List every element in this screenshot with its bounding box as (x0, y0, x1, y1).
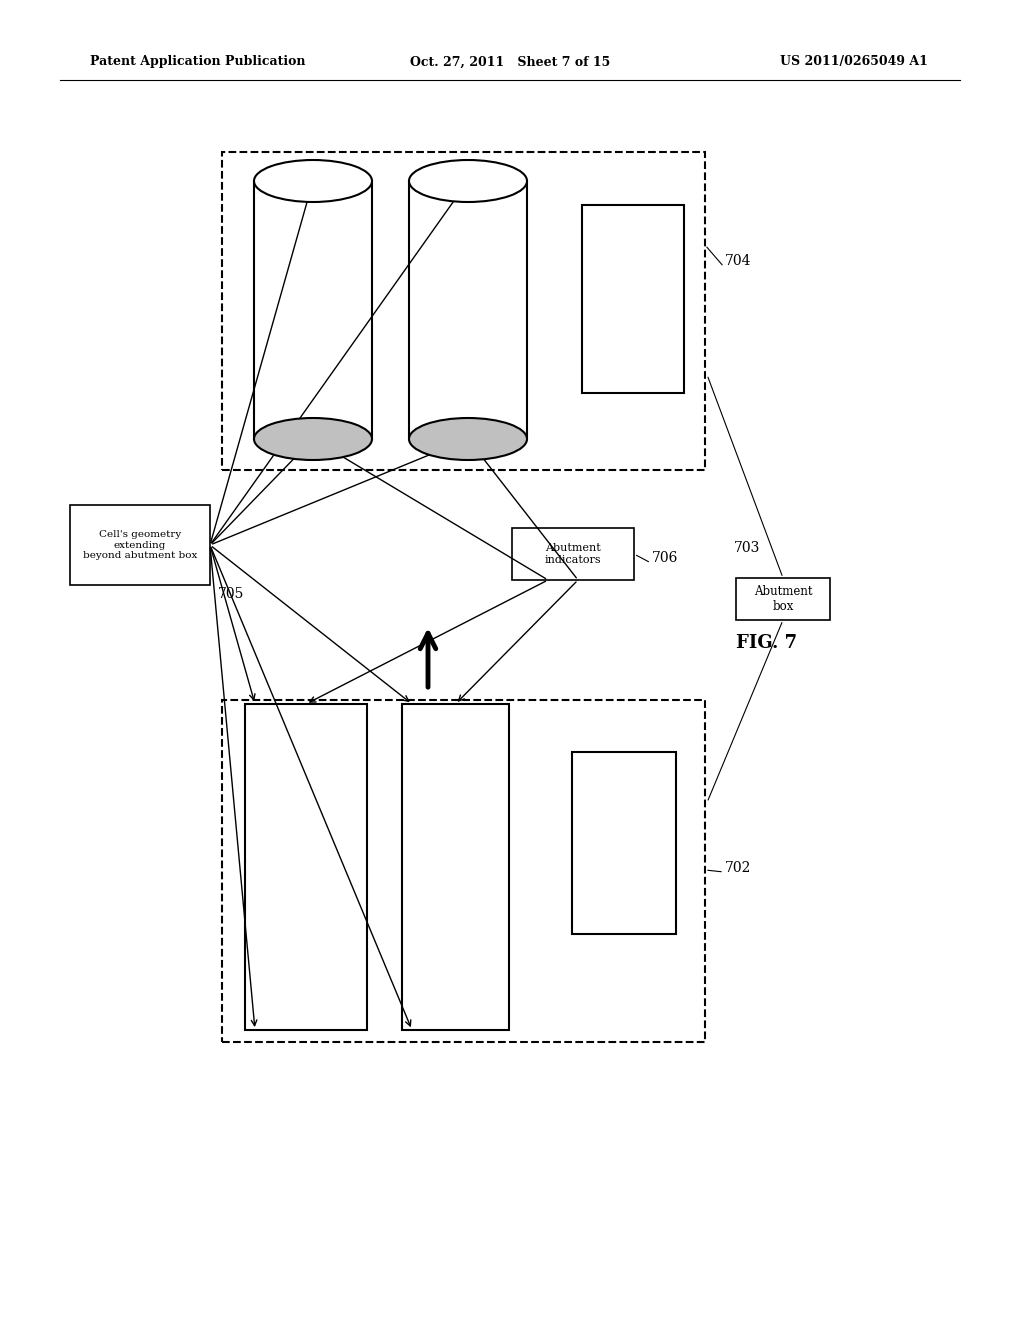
Bar (736, 578, 830, 620)
Text: 704: 704 (725, 253, 752, 268)
Bar (582, 205, 684, 393)
Bar (572, 752, 676, 935)
Ellipse shape (409, 418, 527, 459)
Bar (409, 181, 527, 440)
Bar (512, 528, 634, 579)
Bar (70, 506, 210, 585)
Ellipse shape (254, 160, 372, 202)
Text: Patent Application Publication: Patent Application Publication (90, 55, 305, 69)
Text: 702: 702 (725, 861, 752, 875)
Text: Abutment
indicators: Abutment indicators (545, 544, 601, 565)
Bar (245, 704, 367, 1030)
Text: Cell's geometry
extending
beyond abutment box: Cell's geometry extending beyond abutmen… (83, 531, 198, 560)
Text: Oct. 27, 2011   Sheet 7 of 15: Oct. 27, 2011 Sheet 7 of 15 (410, 55, 610, 69)
Bar (402, 704, 509, 1030)
Text: US 2011/0265049 A1: US 2011/0265049 A1 (780, 55, 928, 69)
Bar (254, 181, 372, 440)
Text: 705: 705 (218, 587, 245, 601)
Text: FIG. 7: FIG. 7 (736, 634, 797, 652)
Text: Abutment
box: Abutment box (754, 585, 812, 612)
Text: 706: 706 (652, 550, 678, 565)
Text: 703: 703 (734, 541, 761, 554)
Ellipse shape (254, 418, 372, 459)
Ellipse shape (409, 160, 527, 202)
